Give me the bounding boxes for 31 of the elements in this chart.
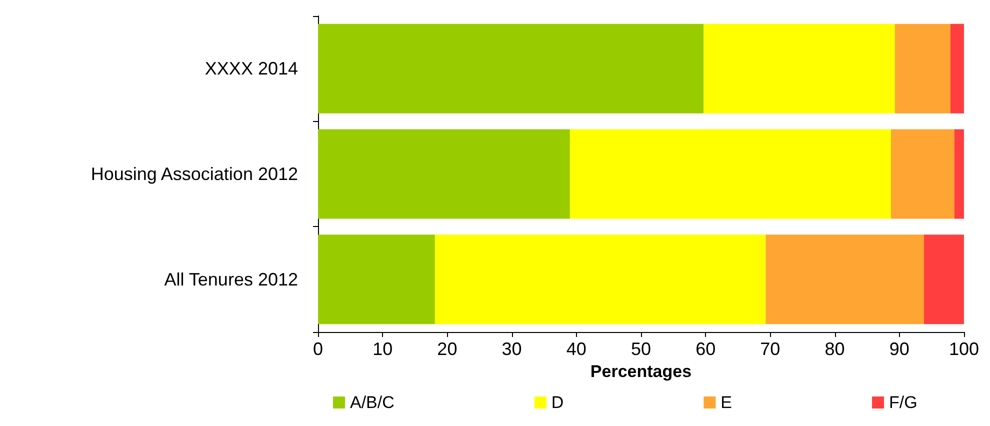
x-tick-label: 60 bbox=[696, 339, 716, 359]
y-tick-label: XXXX 2014 bbox=[204, 58, 298, 79]
x-axis-title: Percentages bbox=[590, 362, 692, 381]
legend-label: D bbox=[551, 393, 564, 412]
bar bbox=[434, 234, 766, 324]
bar bbox=[890, 129, 954, 219]
x-tick-label: 20 bbox=[437, 339, 458, 359]
legend-label: A/B/C bbox=[350, 393, 394, 412]
bar bbox=[894, 24, 950, 114]
x-tick-label: 70 bbox=[760, 339, 780, 359]
bar bbox=[318, 24, 704, 114]
bar bbox=[704, 24, 895, 114]
bar bbox=[766, 234, 924, 324]
legend-label: E bbox=[720, 393, 732, 412]
x-tick-label: 100 bbox=[948, 339, 980, 359]
bar bbox=[570, 129, 891, 219]
x-tick-label: 90 bbox=[889, 339, 910, 359]
x-tick-label: 0 bbox=[312, 339, 324, 359]
x-tick-label: 30 bbox=[502, 339, 522, 359]
y-tick-label: Housing Association 2012 bbox=[90, 164, 298, 184]
bar bbox=[318, 129, 570, 219]
x-tick-label: 40 bbox=[566, 339, 586, 359]
legend-label: F/G bbox=[889, 393, 918, 412]
x-tick-label: 10 bbox=[372, 339, 393, 359]
x-tick-label: 50 bbox=[630, 339, 652, 359]
y-tick-label: All Tenures 2012 bbox=[164, 269, 298, 290]
bar bbox=[318, 234, 435, 324]
bar bbox=[924, 234, 964, 324]
x-tick-label: 80 bbox=[824, 339, 845, 359]
bar bbox=[950, 24, 964, 114]
bar bbox=[954, 129, 964, 219]
